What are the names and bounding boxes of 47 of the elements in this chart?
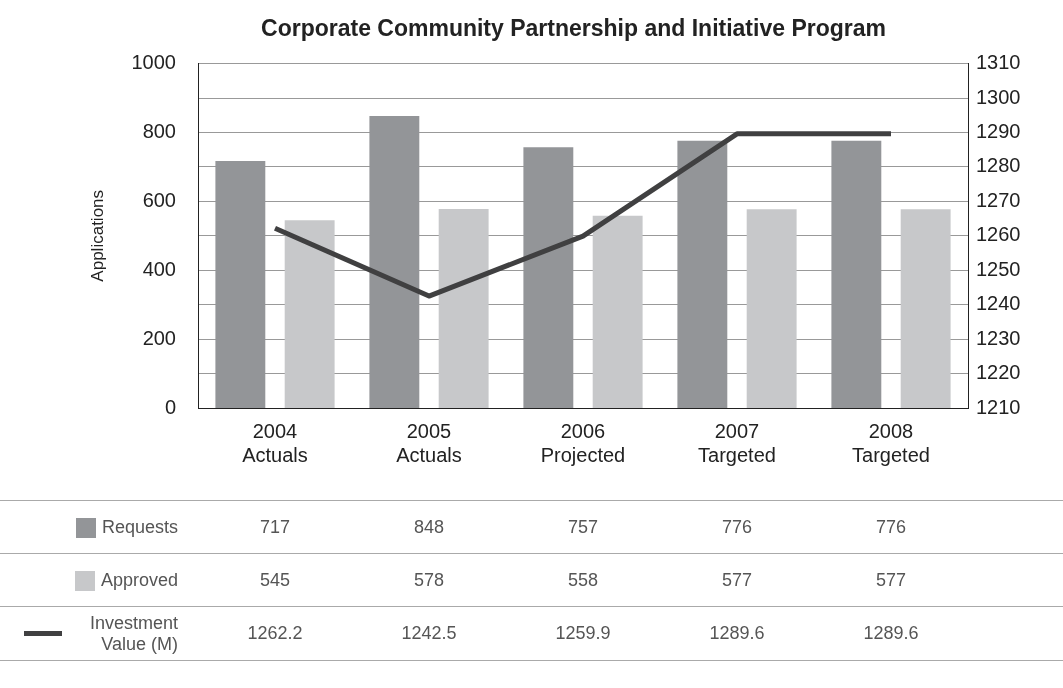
- x-tick-label: 2008 Targeted: [852, 419, 930, 466]
- y2-tick-label: 1310: [976, 51, 1021, 74]
- bar: [284, 220, 335, 408]
- y2-tick-label: 1220: [976, 361, 1021, 384]
- x-tick-label: 2005 Actuals: [396, 419, 462, 466]
- data-label: 757: [566, 516, 599, 539]
- y-tick-label: 200: [142, 326, 176, 349]
- y-tick-label: 0: [164, 395, 176, 418]
- bar: [746, 209, 797, 408]
- y2-tick-label: 1240: [976, 292, 1021, 315]
- x-tick-label: 2007 Targeted: [698, 419, 776, 466]
- data-label: 578: [412, 569, 445, 592]
- y2-tick-label: 1300: [976, 85, 1021, 108]
- data-label: 1259.9: [554, 622, 612, 645]
- y2-tick-label: 1250: [976, 257, 1021, 280]
- y-tick-label: 600: [142, 188, 176, 211]
- data-label: 1289.6: [862, 622, 920, 645]
- y2-tick-label: 1290: [976, 120, 1021, 142]
- legend-label: Approved: [100, 570, 178, 591]
- bar: [438, 208, 489, 408]
- data-label: 776: [874, 516, 907, 539]
- y-tick-label: 800: [142, 120, 176, 142]
- data-label: 1262.2: [246, 622, 304, 645]
- chart-title: Corporate Community Partnership and Initiative Program: [261, 15, 886, 42]
- data-label: 545: [258, 569, 291, 592]
- legend-label: Investment Value (M): [88, 612, 178, 655]
- x-tick-label: 2004 Actuals: [242, 419, 308, 466]
- y-tick-label: 400: [142, 257, 176, 280]
- bar: [592, 215, 643, 408]
- x-tick-label: 2006 Projected: [540, 419, 626, 466]
- data-label: 848: [412, 516, 445, 539]
- data-label: 776: [720, 516, 753, 539]
- data-label: 577: [720, 569, 753, 592]
- y2-tick-label: 1210: [976, 395, 1021, 418]
- y2-tick-label: 1280: [976, 154, 1021, 177]
- data-label: 1242.5: [400, 622, 458, 645]
- y2-tick-label: 1230: [976, 326, 1021, 349]
- bar: [900, 209, 951, 408]
- data-label: 558: [566, 569, 599, 592]
- data-label: 577: [874, 569, 907, 592]
- y2-tick-label: 1260: [976, 223, 1021, 246]
- y-axis-title: Applications: [87, 189, 107, 282]
- y-tick-label: 1000: [131, 51, 176, 74]
- data-label: 717: [258, 516, 291, 539]
- legend-label: Requests: [101, 517, 178, 538]
- y2-tick-label: 1270: [976, 188, 1021, 211]
- data-label: 1289.6: [708, 622, 766, 645]
